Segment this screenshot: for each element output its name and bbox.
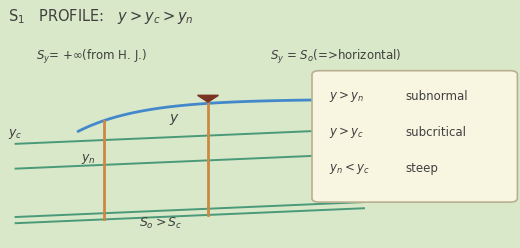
Text: $S_y$ = $S_o$(=>horizontal): $S_y$ = $S_o$(=>horizontal)	[270, 48, 402, 66]
Text: subcritical: subcritical	[406, 126, 466, 139]
Text: $y > y_n$: $y > y_n$	[329, 89, 365, 104]
Text: $y_n$: $y_n$	[81, 152, 95, 166]
Text: $y_n < y_c$: $y_n < y_c$	[329, 161, 370, 176]
Text: $y > y_c$: $y > y_c$	[329, 125, 364, 140]
Polygon shape	[198, 95, 218, 102]
FancyBboxPatch shape	[312, 71, 517, 202]
Text: $y$: $y$	[169, 112, 179, 126]
Text: steep: steep	[406, 162, 438, 175]
Text: S$_1$   PROFILE:   $y > y_c > y_n$: S$_1$ PROFILE: $y > y_c > y_n$	[8, 7, 193, 27]
Text: subnormal: subnormal	[406, 90, 468, 103]
Text: $y_c$: $y_c$	[8, 127, 22, 141]
Text: $S_y$= +$\infty$(from H. J.): $S_y$= +$\infty$(from H. J.)	[36, 48, 147, 66]
Text: $S_o > S_c$: $S_o > S_c$	[139, 216, 183, 231]
